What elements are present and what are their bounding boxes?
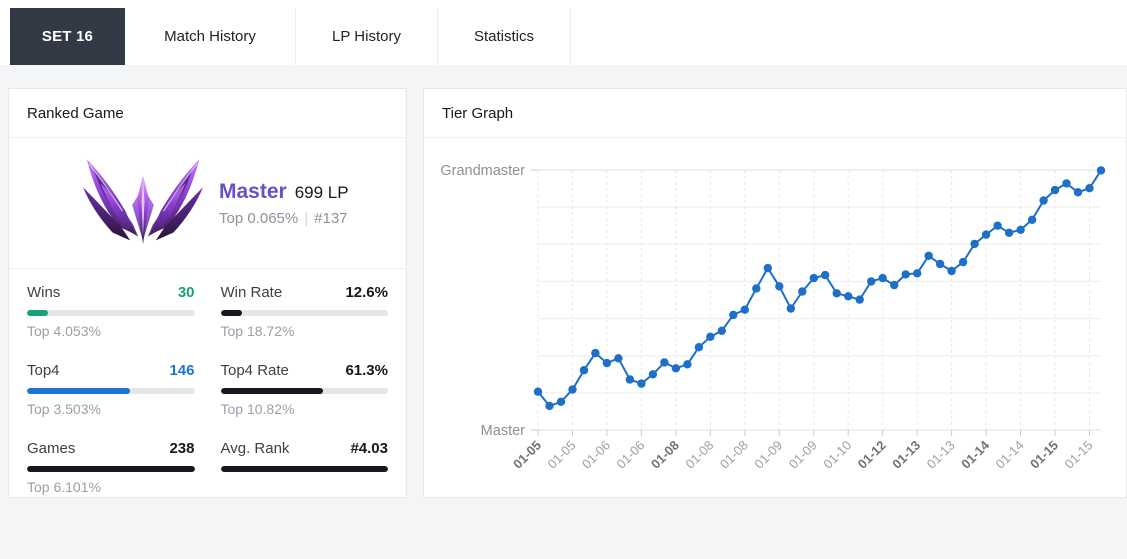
stat-label: Avg. Rank (220, 440, 290, 457)
rank-stats-grid: Wins 30 Top 4.053% Win Rate 12.6% Top 18… (9, 269, 406, 495)
stat-value: 146 (169, 362, 195, 379)
tab-match-history[interactable]: Match History (125, 8, 296, 65)
stat-top4: Top4 146 Top 3.503% (27, 362, 195, 417)
rank-summary: Master 699 LP Top 0.065% | #137 (9, 138, 406, 269)
tab-lp-history[interactable]: LP History (296, 8, 438, 65)
stat-top-percent: Top 10.82% (220, 401, 295, 417)
stat-avg-rank: Avg. Rank #4.03 (220, 440, 389, 495)
stat-label: Games (27, 440, 76, 457)
svg-text:01-08: 01-08 (717, 438, 751, 472)
ranked-game-panel: Ranked Game (8, 88, 407, 498)
stat-top-percent: Top 3.503% (27, 401, 101, 417)
top-tab-bar: SET 16 Match History LP History Statisti… (0, 0, 1127, 65)
svg-text:01-15: 01-15 (1062, 438, 1096, 472)
svg-text:01-13: 01-13 (924, 438, 958, 472)
stat-progress-bar (220, 466, 388, 472)
svg-text:01-14: 01-14 (958, 437, 993, 472)
stat-label: Top4 Rate (220, 362, 289, 379)
svg-text:Grandmaster: Grandmaster (440, 163, 525, 179)
svg-text:01-09: 01-09 (786, 438, 820, 472)
svg-text:01-08: 01-08 (648, 438, 682, 472)
separator: | (304, 209, 309, 227)
tab-statistics[interactable]: Statistics (438, 8, 571, 65)
stat-progress-bar (27, 310, 195, 316)
tier-top-percent: Top 0.065% (219, 209, 299, 227)
stat-top4-rate: Top4 Rate 61.3% Top 10.82% (220, 362, 388, 417)
svg-text:01-06: 01-06 (613, 438, 647, 472)
stat-value: 12.6% (345, 284, 388, 301)
master-tier-emblem-icon (79, 153, 207, 253)
tier-graph-title: Tier Graph (424, 89, 1126, 138)
svg-text:Master: Master (481, 423, 525, 439)
tier-graph-panel: Tier Graph Grandmaster Master 01-05 01-05 01… (423, 88, 1127, 498)
stat-win-rate: Win Rate 12.6% Top 18.72% (220, 284, 388, 339)
stat-wins: Wins 30 Top 4.053% (27, 284, 195, 339)
stat-games: Games 238 Top 6.101% (27, 440, 195, 495)
stat-progress-bar (27, 466, 195, 472)
svg-text:01-06: 01-06 (579, 438, 613, 472)
svg-text:01-15: 01-15 (1027, 438, 1061, 472)
stat-label: Win Rate (220, 284, 283, 301)
svg-text:01-09: 01-09 (751, 438, 785, 472)
stat-progress-bar (27, 388, 195, 394)
stat-top-percent: Top 4.053% (27, 323, 101, 339)
tier-line-chart: Grandmaster Master 01-05 01-05 01-06 01-06 01-… (424, 138, 1126, 497)
stat-top-percent (221, 479, 389, 495)
svg-text:01-05: 01-05 (510, 438, 544, 472)
svg-text:01-14: 01-14 (993, 438, 1027, 472)
tier-name: Master (219, 179, 287, 203)
stat-top-percent: Top 18.72% (220, 323, 295, 339)
svg-text:01-05: 01-05 (544, 438, 578, 472)
stat-value: 61.3% (345, 362, 388, 379)
stat-value: 238 (169, 440, 195, 457)
stat-progress-bar (220, 388, 388, 394)
stat-value: 30 (177, 284, 195, 301)
ranked-game-title: Ranked Game (9, 89, 406, 138)
svg-text:01-12: 01-12 (855, 438, 889, 472)
stat-label: Wins (27, 284, 61, 301)
stat-label: Top4 (27, 362, 60, 379)
tier-lp: 699 LP (294, 182, 349, 202)
stat-progress-bar (220, 310, 388, 316)
svg-text:01-08: 01-08 (682, 438, 716, 472)
svg-text:01-13: 01-13 (889, 438, 923, 472)
stat-value: #4.03 (350, 440, 388, 457)
stat-top-percent: Top 6.101% (27, 479, 101, 495)
tab-set-16[interactable]: SET 16 (10, 8, 125, 65)
tier-rank-number: #137 (314, 209, 348, 227)
svg-text:01-10: 01-10 (820, 438, 854, 472)
